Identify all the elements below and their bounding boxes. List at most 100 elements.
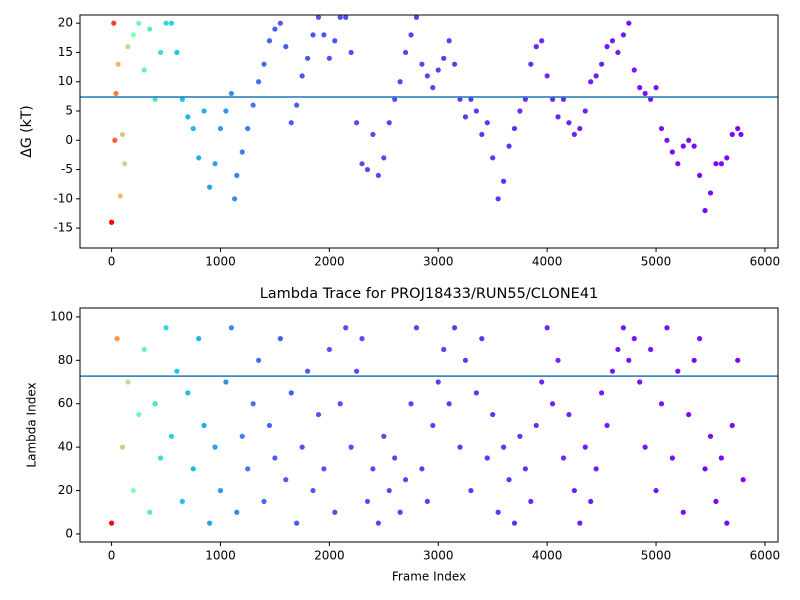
point bbox=[451, 61, 458, 67]
point bbox=[359, 336, 365, 342]
point bbox=[119, 131, 126, 138]
point bbox=[609, 368, 616, 374]
point bbox=[255, 79, 262, 85]
point bbox=[680, 509, 686, 515]
point bbox=[179, 498, 185, 505]
point bbox=[522, 466, 528, 472]
point bbox=[669, 149, 675, 155]
point bbox=[353, 120, 360, 126]
point bbox=[468, 96, 474, 102]
point bbox=[446, 401, 452, 407]
point bbox=[555, 114, 561, 120]
x-axis-label: Frame Index bbox=[392, 570, 466, 584]
point bbox=[495, 196, 501, 202]
point bbox=[152, 401, 158, 407]
point bbox=[517, 433, 523, 439]
point bbox=[370, 466, 376, 472]
point bbox=[359, 161, 365, 167]
point bbox=[653, 84, 659, 91]
point bbox=[223, 379, 229, 385]
point bbox=[647, 96, 654, 102]
point bbox=[250, 102, 256, 108]
point bbox=[484, 120, 490, 126]
y-tick-label: 20 bbox=[58, 16, 73, 30]
point bbox=[631, 336, 637, 342]
point bbox=[277, 20, 283, 26]
point bbox=[294, 520, 300, 526]
point bbox=[364, 498, 371, 505]
y-tick-label: -10 bbox=[53, 191, 73, 205]
point bbox=[299, 73, 305, 79]
point bbox=[343, 325, 349, 331]
point bbox=[294, 102, 300, 108]
point bbox=[277, 336, 283, 342]
point bbox=[675, 161, 681, 167]
point bbox=[163, 325, 169, 331]
x-tick-label: 0 bbox=[108, 549, 116, 563]
point bbox=[696, 336, 703, 342]
point bbox=[707, 433, 714, 439]
point bbox=[430, 84, 436, 91]
point bbox=[157, 49, 164, 56]
point bbox=[206, 184, 213, 190]
point bbox=[549, 401, 556, 407]
point bbox=[647, 346, 654, 353]
point bbox=[511, 125, 518, 132]
point bbox=[125, 379, 131, 385]
point bbox=[196, 336, 202, 342]
point bbox=[686, 411, 692, 418]
point bbox=[117, 193, 123, 199]
y-tick-label: 5 bbox=[65, 104, 73, 118]
point bbox=[566, 411, 572, 418]
y-tick-label: 80 bbox=[58, 353, 73, 367]
point bbox=[147, 26, 153, 32]
point bbox=[577, 125, 583, 132]
point bbox=[190, 466, 196, 472]
point bbox=[604, 44, 610, 50]
point bbox=[544, 325, 550, 331]
point bbox=[217, 487, 224, 494]
point bbox=[283, 44, 289, 50]
point bbox=[598, 61, 605, 67]
point bbox=[696, 172, 703, 179]
point bbox=[479, 131, 485, 138]
point bbox=[299, 444, 305, 450]
point bbox=[686, 137, 692, 143]
point bbox=[479, 336, 485, 342]
point bbox=[234, 172, 240, 179]
point bbox=[348, 49, 354, 56]
point bbox=[658, 125, 665, 132]
point bbox=[413, 325, 420, 331]
point bbox=[304, 368, 311, 374]
axes-frame bbox=[79, 14, 779, 249]
point bbox=[582, 444, 588, 450]
y-tick-label: 0 bbox=[65, 133, 73, 147]
point bbox=[740, 477, 746, 483]
point bbox=[375, 172, 381, 179]
point bbox=[533, 44, 539, 50]
point bbox=[490, 155, 496, 161]
y-axis-label: ΔG (kT) bbox=[19, 105, 35, 157]
point bbox=[419, 61, 425, 67]
point bbox=[675, 368, 681, 374]
point bbox=[212, 161, 218, 167]
point bbox=[642, 90, 648, 97]
point bbox=[593, 73, 599, 79]
point bbox=[130, 32, 136, 38]
point bbox=[735, 125, 741, 132]
point bbox=[381, 433, 387, 439]
point bbox=[228, 90, 234, 97]
point bbox=[266, 38, 273, 44]
point bbox=[637, 379, 643, 385]
point bbox=[223, 108, 229, 114]
point bbox=[435, 67, 441, 73]
point bbox=[441, 346, 447, 353]
point bbox=[304, 55, 311, 61]
point bbox=[724, 155, 730, 161]
point bbox=[604, 422, 610, 429]
point bbox=[539, 379, 545, 385]
point bbox=[288, 390, 294, 396]
x-tick-label: 5000 bbox=[641, 549, 672, 563]
point bbox=[141, 346, 147, 353]
point bbox=[528, 61, 534, 67]
